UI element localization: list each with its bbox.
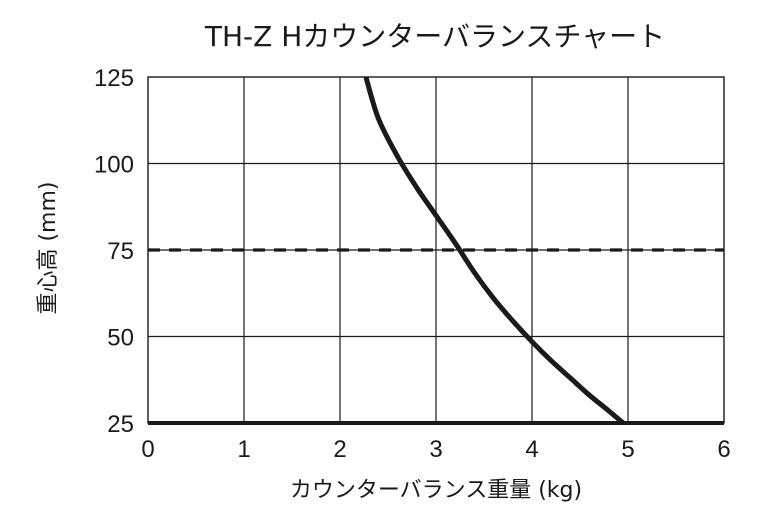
x-tick-label: 2 bbox=[333, 436, 346, 463]
y-tick-label: 125 bbox=[94, 65, 134, 92]
y-tick-label: 25 bbox=[107, 411, 134, 438]
x-tick-label: 3 bbox=[429, 436, 442, 463]
x-tick-label: 6 bbox=[717, 436, 730, 463]
x-tick-label: 0 bbox=[141, 436, 154, 463]
y-tick-label: 100 bbox=[94, 152, 134, 179]
x-tick-labels: 0 1 2 3 4 5 6 bbox=[141, 436, 730, 463]
x-tick-label: 4 bbox=[525, 436, 538, 463]
x-tick-label: 5 bbox=[621, 436, 634, 463]
y-tick-label: 50 bbox=[107, 325, 134, 352]
series-layer bbox=[363, 77, 625, 423]
chart-title: TH-Z Hカウンターバランスチャート bbox=[204, 20, 665, 53]
y-tick-labels: 25 50 75 100 125 bbox=[94, 65, 134, 438]
x-axis-label: カウンターバランス重量 (kg) bbox=[290, 478, 582, 503]
plot-frame bbox=[147, 76, 725, 425]
series-line-0 bbox=[363, 77, 625, 423]
y-axis-label: 重心高 (mm) bbox=[36, 181, 61, 314]
x-tick-label: 1 bbox=[237, 436, 250, 463]
y-tick-label: 75 bbox=[107, 238, 134, 265]
